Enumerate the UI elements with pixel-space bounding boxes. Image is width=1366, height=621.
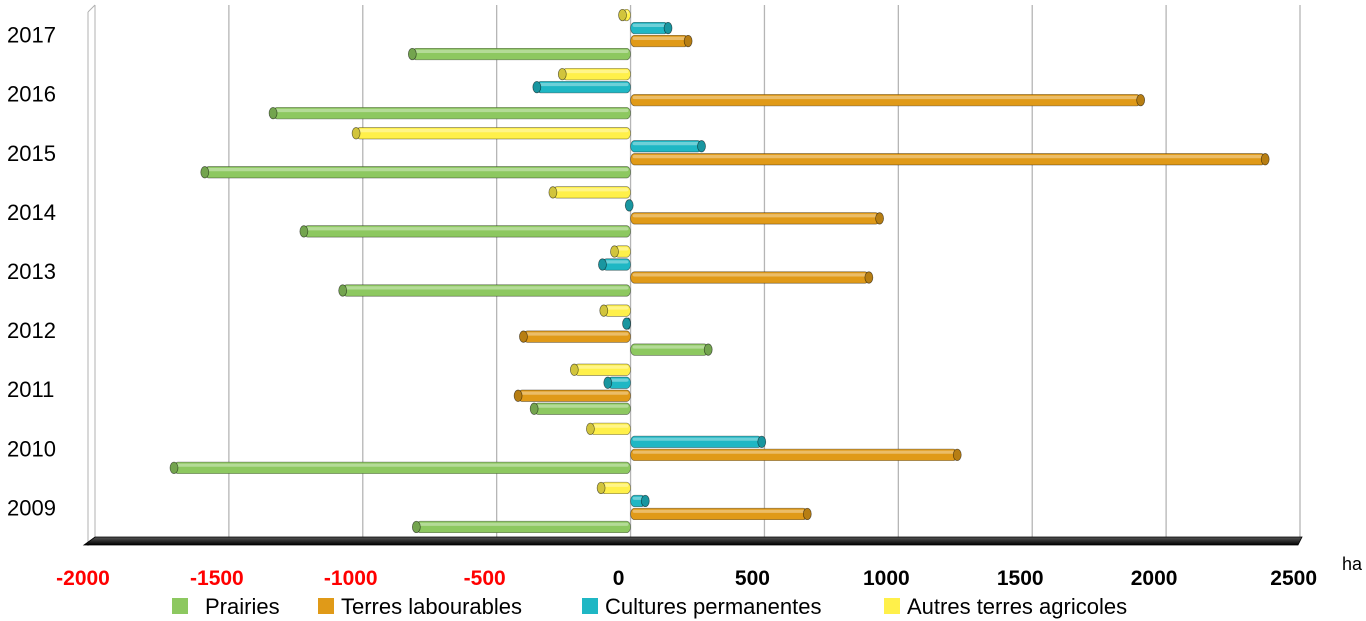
bar-terres-labourables-2011 [513, 389, 631, 402]
bar-autres-terres-agricoles-2011 [569, 363, 631, 376]
bar-cultures-permanentes-2011 [603, 376, 631, 389]
y-tick-label: 2010 [7, 436, 56, 461]
legend: Prairies Terres labourables Cultures perma… [172, 594, 1127, 619]
bar-terres-labourables-2012 [519, 330, 631, 343]
bar-autres-terres-agricoles-2013 [610, 245, 631, 258]
bar-terres-labourables-2015 [630, 153, 1270, 166]
y-tick-label: 2015 [7, 141, 56, 166]
x-tick-label: 500 [735, 567, 770, 590]
x-tick-label: -2000 [56, 567, 110, 590]
x-tick-label: -1500 [190, 567, 244, 590]
y-tick-label: 2013 [7, 259, 56, 284]
legend-label: Terres labourables [341, 594, 522, 619]
bar-cultures-permanentes-2017 [630, 21, 673, 35]
bar-cultures-permanentes-2010 [630, 435, 767, 448]
bar-prairies-2015 [200, 166, 631, 179]
bars [169, 8, 1270, 534]
y-tick-label: 2011 [7, 377, 54, 402]
bar-terres-labourables-2017 [630, 34, 693, 48]
bar-terres-labourables-2016 [630, 94, 1146, 107]
bar-autres-terres-agricoles-2010 [586, 422, 631, 435]
bar-cultures-permanentes-2013 [598, 258, 631, 271]
bar-cultures-permanentes-2016 [532, 81, 631, 94]
axes [82, 4, 1303, 546]
bar-terres-labourables-2014 [630, 212, 884, 225]
legend-label: Prairies [205, 594, 280, 619]
bar-prairies-2016 [268, 107, 631, 120]
bar-terres-labourables-2013 [630, 271, 874, 284]
legend-item: Terres labourables [318, 594, 522, 619]
chart-floor [82, 536, 1303, 546]
y-tick-label: 2012 [7, 318, 56, 343]
y-tick-label: 2017 [7, 23, 56, 48]
bar-prairies-2009 [411, 520, 631, 534]
y-tick-labels: 2009 2010 2011 2012 2013 2014 2015 2016 2017 [7, 23, 56, 521]
bar-prairies-2017 [407, 47, 631, 61]
bar-autres-terres-agricoles-2012 [599, 304, 631, 317]
bar-terres-labourables-2010 [630, 448, 962, 461]
legend-item: Autres terres agricoles [884, 594, 1127, 619]
x-tick-label: -500 [464, 567, 506, 590]
bar-autres-terres-agricoles-2016 [557, 68, 631, 81]
bar-prairies-2013 [338, 284, 631, 297]
bar-terres-labourables-2009 [630, 507, 812, 521]
legend-swatch [582, 598, 598, 614]
bar-cultures-permanentes-2014 [624, 199, 634, 212]
left-wall-top-edge [87, 4, 96, 13]
bar-cultures-permanentes-2012 [622, 317, 631, 330]
x-tick-label: 0 [613, 567, 625, 590]
x-tick-label: 2000 [1131, 567, 1178, 590]
bar-autres-terres-agricoles-2017 [618, 8, 631, 22]
bar-prairies-2012 [630, 343, 713, 356]
legend-swatch [172, 598, 188, 614]
bar-prairies-2011 [529, 402, 631, 415]
y-tick-label: 2009 [7, 495, 56, 520]
y-tick-label: 2014 [7, 200, 56, 225]
x-tick-label: 1500 [997, 567, 1044, 590]
bar-prairies-2010 [169, 461, 631, 474]
bar-cultures-permanentes-2009 [630, 494, 650, 508]
bar-cultures-permanentes-2015 [630, 140, 706, 153]
legend-swatch [318, 598, 334, 614]
legend-item: Prairies [172, 594, 280, 619]
bar-prairies-2014 [299, 225, 631, 238]
x-tick-label: -1000 [324, 567, 378, 590]
x-tick-label: 1000 [863, 567, 910, 590]
x-tick-labels: -2000 -1500 -1000 -500 0 500 1000 1500 2000 2500 [56, 567, 1317, 590]
unit-label: ha [1342, 554, 1363, 574]
x-tick-label: 2500 [1270, 567, 1317, 590]
legend-item: Cultures permanentes [582, 594, 821, 619]
legend-label: Cultures permanentes [605, 594, 821, 619]
bar-autres-terres-agricoles-2014 [548, 186, 631, 199]
y-tick-label: 2016 [7, 82, 56, 107]
legend-label: Autres terres agricoles [907, 594, 1127, 619]
bar-autres-terres-agricoles-2015 [351, 127, 631, 140]
legend-swatch [884, 598, 900, 614]
bar-autres-terres-agricoles-2009 [596, 481, 631, 495]
